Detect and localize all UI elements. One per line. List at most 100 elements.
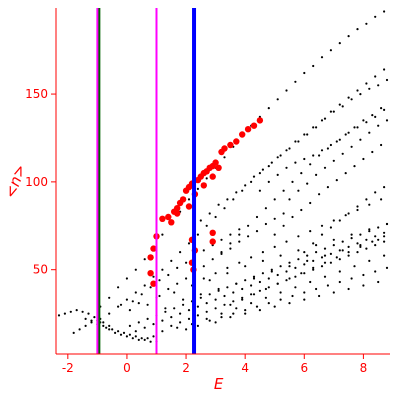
data-point xyxy=(140,293,143,296)
data-point xyxy=(329,110,332,113)
data-point xyxy=(362,157,365,161)
data-point xyxy=(297,140,300,143)
data-point xyxy=(146,303,149,306)
tick-labels: -2 0 2 4 6 8 50 100 150 xyxy=(25,87,367,375)
data-point xyxy=(164,310,167,313)
data-point xyxy=(347,245,350,248)
data-point xyxy=(323,166,327,169)
data-point xyxy=(338,249,341,252)
data-point xyxy=(273,198,276,201)
data-point xyxy=(229,233,232,236)
data-point xyxy=(353,165,356,168)
data-point xyxy=(288,147,291,150)
data-point xyxy=(279,254,282,257)
data-point xyxy=(111,328,114,331)
data-point xyxy=(182,298,185,301)
data-point xyxy=(119,303,123,306)
data-point xyxy=(143,284,146,287)
data-point xyxy=(270,161,273,164)
data-point xyxy=(63,312,66,315)
data-point xyxy=(241,298,244,301)
data-point xyxy=(134,291,137,294)
data-point xyxy=(214,298,217,301)
data-point xyxy=(170,316,173,319)
data-point xyxy=(214,272,217,275)
data-point xyxy=(344,172,347,175)
data-point xyxy=(244,184,247,187)
data-point xyxy=(306,182,309,185)
data-point xyxy=(323,254,327,257)
data-point xyxy=(303,71,306,75)
data-point xyxy=(214,307,217,310)
data-point xyxy=(226,266,229,269)
data-point xyxy=(288,265,291,268)
data-point xyxy=(359,244,362,247)
data-point xyxy=(196,324,199,327)
data-point xyxy=(347,254,350,257)
data-point xyxy=(315,126,318,129)
data-point xyxy=(273,233,276,236)
data-point xyxy=(205,317,208,320)
data-point xyxy=(303,272,306,275)
data-point xyxy=(232,312,235,315)
data-point xyxy=(244,312,247,315)
data-point xyxy=(273,305,276,308)
data-point xyxy=(217,203,220,206)
data-point xyxy=(332,110,335,113)
data-point xyxy=(380,198,383,201)
data-point xyxy=(220,252,223,255)
highlight-point xyxy=(147,254,154,261)
data-point xyxy=(383,235,386,238)
data-point xyxy=(223,156,226,159)
data-point xyxy=(267,286,270,289)
data-point xyxy=(223,303,226,306)
data-point xyxy=(326,186,329,189)
data-point xyxy=(368,259,371,262)
highlight-point xyxy=(250,122,258,129)
data-point xyxy=(300,208,303,212)
data-point xyxy=(371,114,374,117)
data-point xyxy=(152,275,155,278)
data-point xyxy=(347,251,350,254)
data-point xyxy=(182,303,185,306)
data-point xyxy=(247,235,250,238)
data-point xyxy=(170,324,173,327)
data-point xyxy=(208,293,211,296)
data-point xyxy=(223,294,226,298)
data-point xyxy=(250,293,253,296)
data-point xyxy=(202,277,205,280)
data-point xyxy=(371,240,374,243)
highlight-point xyxy=(150,280,157,287)
data-point xyxy=(288,277,291,280)
data-point xyxy=(380,107,383,110)
data-point xyxy=(146,337,149,340)
data-point xyxy=(306,133,309,136)
data-point xyxy=(347,35,350,38)
data-point xyxy=(261,259,264,262)
data-point xyxy=(199,293,202,296)
data-point xyxy=(185,277,188,280)
data-point xyxy=(332,219,335,222)
data-point xyxy=(196,305,199,308)
data-point xyxy=(315,173,318,176)
data-point xyxy=(238,233,241,236)
data-point xyxy=(205,302,208,305)
data-point xyxy=(291,180,294,183)
data-point xyxy=(187,198,191,201)
data-point xyxy=(187,242,191,245)
data-point xyxy=(374,15,377,18)
data-point xyxy=(108,328,111,331)
data-point xyxy=(294,140,297,143)
data-point xyxy=(282,224,285,227)
data-point xyxy=(282,212,285,215)
data-point xyxy=(323,275,327,278)
data-point xyxy=(368,131,371,134)
data-point xyxy=(309,163,312,166)
data-point xyxy=(250,284,253,287)
data-point xyxy=(244,279,247,282)
data-point xyxy=(167,273,170,277)
data-point xyxy=(329,252,332,255)
highlight-point xyxy=(165,213,172,221)
data-point xyxy=(294,275,297,278)
data-point xyxy=(356,251,359,254)
